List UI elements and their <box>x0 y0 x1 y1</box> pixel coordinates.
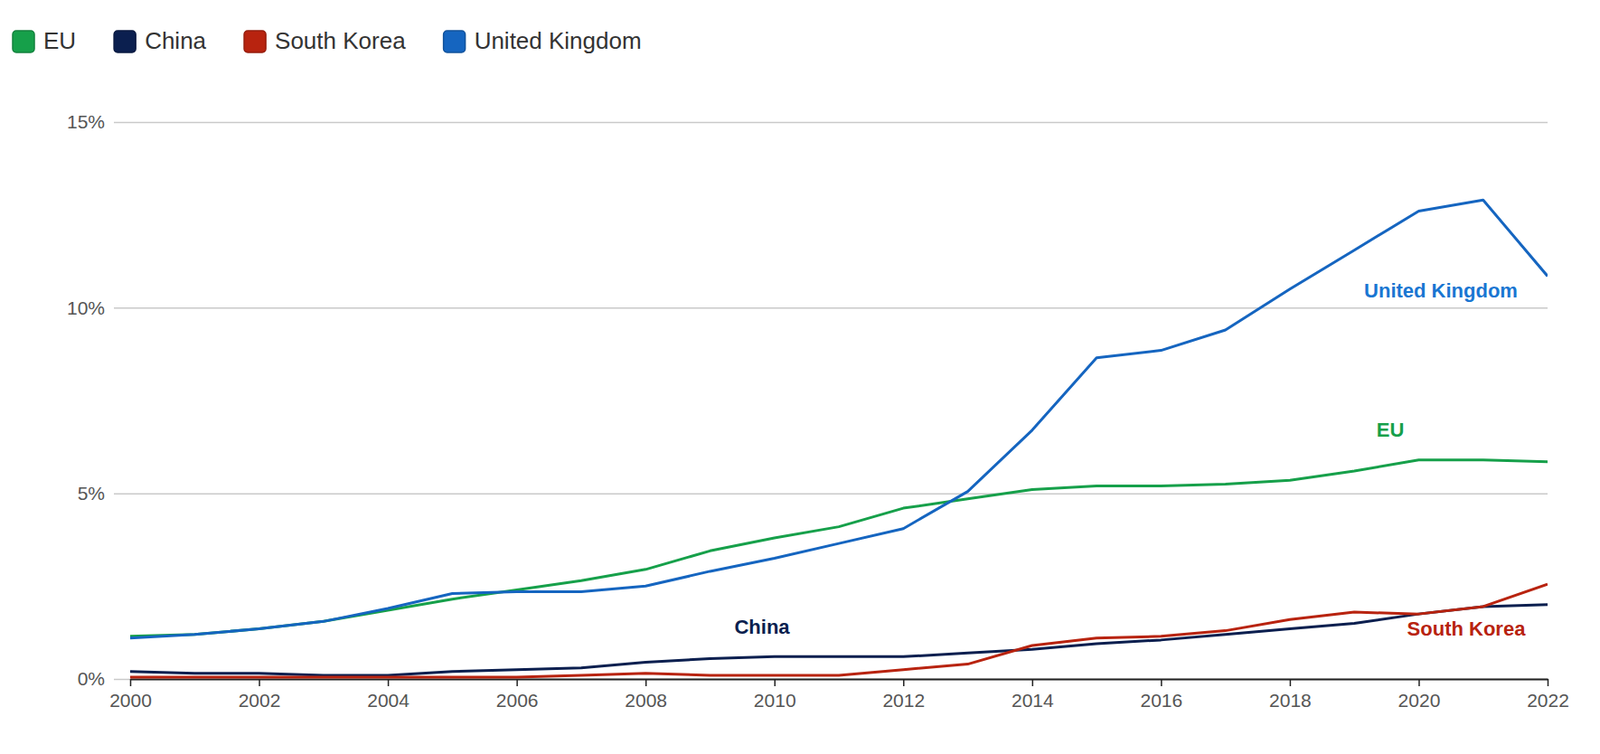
series-line <box>130 583 1548 678</box>
x-tick-mark <box>773 678 776 687</box>
series-label: United Kingdom <box>1364 279 1518 302</box>
x-tick-label: 2006 <box>496 689 539 711</box>
legend-item: EU <box>12 27 76 55</box>
x-tick-label: 2010 <box>753 689 797 711</box>
series-labels: EU China South Korea United Kingdom <box>734 279 1526 640</box>
x-tick-mark <box>1160 678 1163 687</box>
x-axis: 2000 2002 2004 2006 2008 2010 2012 2014 2016 2018… <box>109 678 1570 711</box>
x-tick: 2012 <box>882 678 925 711</box>
x-axis-line <box>131 678 1549 681</box>
x-tick-mark <box>387 678 390 687</box>
x-tick: 2006 <box>496 678 539 711</box>
x-tick-mark <box>1289 678 1292 687</box>
x-tick-label: 2020 <box>1398 689 1441 711</box>
series-label: South Korea <box>1407 617 1527 640</box>
y-tick: 5% <box>77 482 1548 504</box>
x-tick-mark <box>1032 678 1035 687</box>
x-tick: 2014 <box>1011 678 1055 711</box>
y-tick: 15% <box>66 111 1548 132</box>
legend-item: South Korea <box>244 27 406 55</box>
x-tick-mark <box>645 678 648 687</box>
x-tick-mark <box>516 678 518 687</box>
y-tick: 0% <box>77 668 1548 689</box>
legend-label: United Kingdom <box>474 27 642 55</box>
legend-label: South Korea <box>274 27 406 55</box>
x-tick: 2020 <box>1398 678 1441 711</box>
series-line <box>130 460 1548 637</box>
grid-line <box>113 492 1548 495</box>
x-tick-label: 2002 <box>238 689 282 711</box>
x-tick-label: 2000 <box>109 689 152 711</box>
x-tick: 2004 <box>367 678 410 711</box>
legend: EU China South Korea United Kingdom <box>12 27 642 55</box>
legend-swatch <box>12 30 35 53</box>
x-tick: 2002 <box>238 678 282 711</box>
y-tick-label: 0% <box>77 668 105 689</box>
x-tick: 2016 <box>1140 678 1184 711</box>
x-tick-mark <box>130 678 132 687</box>
x-tick-label: 2018 <box>1269 689 1312 711</box>
legend-swatch <box>113 30 136 53</box>
grid-line <box>113 122 1548 124</box>
y-tick: 10% <box>66 297 1548 319</box>
x-tick-mark <box>1418 678 1421 687</box>
legend-swatch <box>244 30 266 53</box>
x-tick: 2010 <box>753 678 797 711</box>
x-tick: 2022 <box>1526 678 1570 711</box>
y-tick-label: 5% <box>77 482 105 504</box>
legend-label: EU <box>43 27 76 55</box>
x-tick-label: 2014 <box>1011 689 1055 711</box>
chart: 0%5%10%15%200020022004200620082010201220… <box>0 0 1600 754</box>
series-line <box>130 199 1548 639</box>
x-tick-label: 2004 <box>367 689 410 711</box>
x-tick-label: 2012 <box>882 689 925 711</box>
x-tick: 2008 <box>624 678 668 711</box>
grid-line <box>113 678 1548 681</box>
series-label: China <box>734 615 791 639</box>
y-tick-label: 15% <box>66 111 105 132</box>
x-tick-mark <box>1547 678 1550 687</box>
y-tick-label: 10% <box>66 297 105 319</box>
x-tick-label: 2022 <box>1526 689 1570 711</box>
grid-line <box>113 307 1548 310</box>
legend-item: China <box>113 27 207 55</box>
plot-area <box>130 199 1548 678</box>
legend-item: United Kingdom <box>443 27 642 55</box>
x-tick-label: 2008 <box>624 689 668 711</box>
x-tick-label: 2016 <box>1140 689 1184 711</box>
y-axis: 0% 5% 10% 15% <box>66 111 1548 689</box>
series-label: EU <box>1376 418 1405 442</box>
x-tick: 2000 <box>109 678 152 711</box>
y-axis-line <box>114 122 1549 680</box>
legend-swatch <box>443 30 466 53</box>
legend-label: China <box>144 27 207 55</box>
x-tick-mark <box>258 678 261 687</box>
x-tick-mark <box>903 678 905 687</box>
x-tick: 2018 <box>1269 678 1312 711</box>
